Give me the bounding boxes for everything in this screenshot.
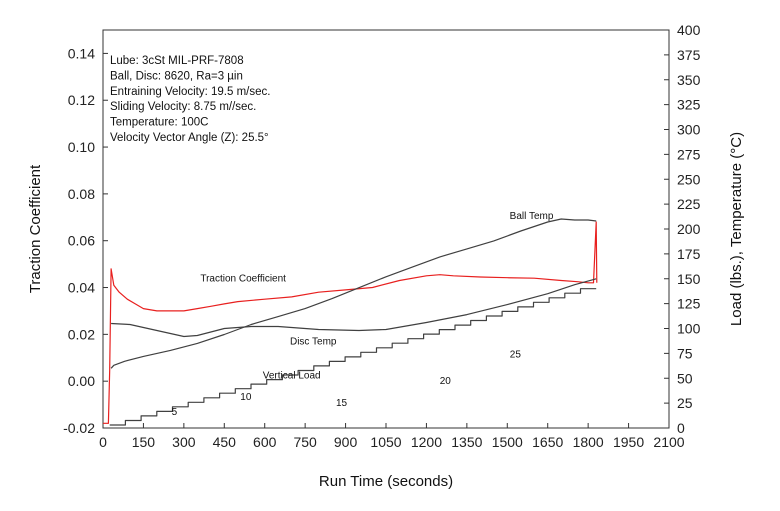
y-left-tick-label: 0.06 bbox=[68, 233, 95, 249]
y-right-axis-ticks: 0 25 50 75 100 125 150 175 200 225 250 275 300 325 350… bbox=[664, 22, 701, 436]
traction-coefficient-label: Traction Coefficient bbox=[200, 274, 286, 285]
y-right-tick-label: 200 bbox=[677, 221, 701, 237]
y-right-tick-label: 225 bbox=[677, 196, 701, 212]
x-tick-label: 1050 bbox=[370, 434, 401, 450]
y-right-tick-label: 275 bbox=[677, 146, 701, 162]
x-tick-label: 600 bbox=[253, 434, 277, 450]
x-tick-label: 450 bbox=[213, 434, 237, 450]
y-right-tick-label: 375 bbox=[677, 47, 701, 63]
x-tick-label: 1950 bbox=[613, 434, 644, 450]
info-line: Entraining Velocity: 19.5 m/sec. bbox=[110, 86, 270, 98]
y-right-tick-label: 150 bbox=[677, 271, 701, 287]
y-right-tick-label: 75 bbox=[677, 345, 693, 361]
y-left-tick-label: 0.02 bbox=[68, 326, 95, 342]
load-step-label: 5 bbox=[172, 407, 178, 418]
y-right-tick-label: 0 bbox=[677, 420, 685, 436]
load-step-label: 10 bbox=[240, 392, 252, 403]
x-tick-label: 0 bbox=[99, 434, 107, 450]
info-line: Ball, Disc: 8620, Ra=3 µin bbox=[110, 70, 243, 82]
y-left-tick-label: 0.10 bbox=[68, 139, 95, 155]
y-right-tick-label: 400 bbox=[677, 22, 701, 38]
x-tick-label: 1650 bbox=[532, 434, 563, 450]
info-line: Sliding Velocity: 8.75 m//sec. bbox=[110, 101, 256, 113]
info-line: Lube: 3cSt MIL-PRF-7808 bbox=[110, 55, 244, 67]
x-tick-label: 2100 bbox=[653, 434, 684, 450]
y-left-axis-title: Traction Coefficient bbox=[27, 164, 44, 293]
x-axis-ticks: 0 150 300 450 600 750 900 1050 1200 1350 1500 1650 1… bbox=[99, 423, 685, 450]
info-line: Temperature: 100C bbox=[110, 117, 208, 129]
y-right-tick-label: 250 bbox=[677, 171, 701, 187]
y-right-tick-label: 100 bbox=[677, 321, 701, 337]
series-labels: Traction Coefficient Ball Temp Disc Temp Ve… bbox=[200, 211, 553, 381]
y-right-tick-label: 50 bbox=[677, 370, 693, 386]
x-tick-label: 750 bbox=[293, 434, 317, 450]
load-step-label: 25 bbox=[510, 349, 522, 360]
y-right-tick-label: 125 bbox=[677, 296, 701, 312]
ball-temp-line bbox=[110, 218, 597, 369]
vertical-load-line bbox=[109, 288, 597, 426]
y-left-tick-label: 0.04 bbox=[68, 280, 95, 296]
x-tick-label: 1350 bbox=[451, 434, 482, 450]
ball-temp-label: Ball Temp bbox=[510, 211, 554, 222]
y-left-tick-label: 0.12 bbox=[68, 92, 95, 108]
x-tick-label: 900 bbox=[334, 434, 358, 450]
disc-temp-line bbox=[111, 278, 597, 338]
info-line: Velocity Vector Angle (Z): 25.5° bbox=[110, 132, 269, 144]
y-left-tick-label: -0.02 bbox=[63, 420, 95, 436]
x-tick-label: 300 bbox=[172, 434, 196, 450]
y-left-tick-label: 0.14 bbox=[68, 45, 95, 61]
y-right-tick-label: 25 bbox=[677, 395, 693, 411]
traction-coefficient-line bbox=[103, 221, 598, 424]
load-step-label: 15 bbox=[336, 398, 348, 409]
x-tick-label: 1500 bbox=[492, 434, 523, 450]
y-left-tick-label: 0.08 bbox=[68, 186, 95, 202]
x-axis-title: Run Time (seconds) bbox=[319, 473, 453, 490]
x-tick-label: 1200 bbox=[411, 434, 442, 450]
y-right-axis-title: Load (lbs.), Temperature (°C) bbox=[728, 132, 745, 326]
disc-temp-label: Disc Temp bbox=[290, 336, 337, 347]
y-left-tick-label: 0.00 bbox=[68, 373, 95, 389]
y-right-tick-label: 175 bbox=[677, 246, 701, 262]
series-lines: 5 10 15 20 25 bbox=[103, 218, 598, 426]
y-right-tick-label: 300 bbox=[677, 122, 701, 138]
vertical-load-label: Vertical Load bbox=[263, 370, 321, 381]
x-tick-label: 150 bbox=[132, 434, 156, 450]
y-right-tick-label: 325 bbox=[677, 97, 701, 113]
y-left-axis-ticks: -0.02 0.00 0.02 0.04 0.06 0.08 0.10 0.12 0.14 bbox=[63, 45, 108, 436]
load-step-label: 20 bbox=[440, 376, 452, 387]
y-right-tick-label: 350 bbox=[677, 72, 701, 88]
test-info-block: Lube: 3cSt MIL-PRF-7808 Ball, Disc: 8620,… bbox=[110, 55, 270, 144]
x-tick-label: 1800 bbox=[573, 434, 604, 450]
